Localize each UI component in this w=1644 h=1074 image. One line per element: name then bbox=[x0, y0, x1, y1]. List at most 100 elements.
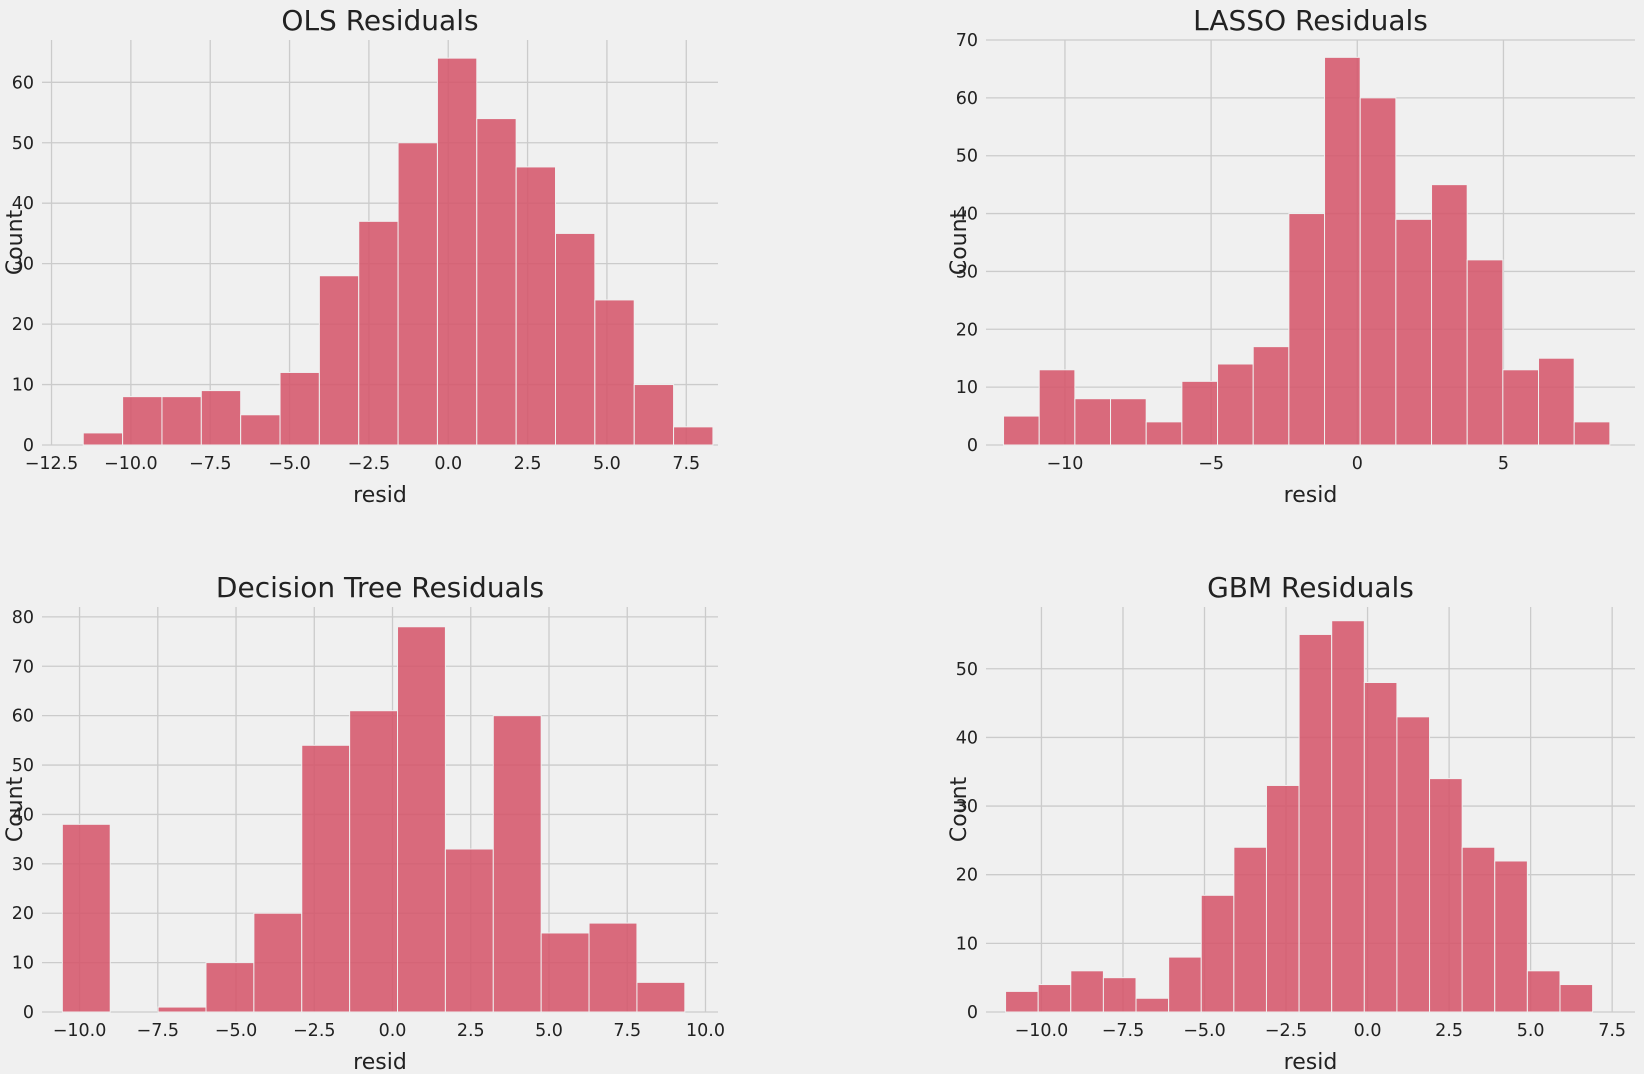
ols-bar-12 bbox=[555, 232, 596, 446]
lasso-title: LASSO Residuals bbox=[1193, 4, 1428, 37]
gbm-bar-2 bbox=[1070, 970, 1104, 1013]
gbm-xtick-label-5: 2.5 bbox=[1435, 1021, 1463, 1041]
lasso-xtick-label-1: −5 bbox=[1198, 454, 1224, 474]
ols-bars bbox=[82, 57, 714, 446]
tree-ylabel: Count bbox=[3, 776, 28, 842]
lasso-bar-16 bbox=[1573, 421, 1611, 446]
tree-ytick-label-7: 70 bbox=[12, 657, 34, 677]
gbm-xtick-label-7: 7.5 bbox=[1598, 1021, 1626, 1041]
lasso-bar-1 bbox=[1038, 369, 1076, 446]
ols-bar-14 bbox=[633, 384, 675, 446]
lasso-xtick-label-2: 0 bbox=[1352, 454, 1363, 474]
ols-ytick-label-0: 0 bbox=[23, 436, 34, 456]
ols-bar-0 bbox=[82, 432, 124, 446]
ols-bar-8 bbox=[397, 142, 438, 446]
lasso-ytick-label-2: 20 bbox=[956, 320, 978, 340]
ols-bar-11 bbox=[515, 166, 557, 446]
ols-bar-3 bbox=[200, 390, 242, 446]
tree-bar-6 bbox=[349, 710, 399, 1013]
tree-xtick-label-4: 0.0 bbox=[379, 1021, 407, 1041]
ols-xtick-label-4: −2.5 bbox=[348, 454, 391, 474]
lasso-ytick-label-0: 0 bbox=[967, 436, 978, 456]
gbm-bar-8 bbox=[1265, 784, 1300, 1013]
lasso-bar-7 bbox=[1252, 346, 1290, 446]
gbm-bar-9 bbox=[1298, 633, 1333, 1013]
gbm-ytick-label-1: 10 bbox=[956, 934, 978, 954]
lasso-ytick-label-1: 10 bbox=[956, 378, 978, 398]
tree-xtick-label-8: 10.0 bbox=[686, 1021, 725, 1041]
tree-ytick-label-5: 50 bbox=[12, 756, 34, 776]
gbm-bar-15 bbox=[1494, 860, 1528, 1013]
tree-ytick-label-8: 80 bbox=[12, 608, 34, 628]
gbm-xtick-label-6: 5.0 bbox=[1517, 1021, 1545, 1041]
ols-ytick-label-5: 50 bbox=[12, 134, 34, 154]
lasso-xtick-label-0: −10 bbox=[1046, 454, 1083, 474]
gbm-bar-10 bbox=[1331, 620, 1365, 1013]
lasso-bars bbox=[1003, 56, 1611, 446]
gbm-bar-11 bbox=[1363, 682, 1398, 1013]
gbm-bar-13 bbox=[1429, 778, 1463, 1013]
gbm-bar-0 bbox=[1005, 990, 1039, 1013]
tree-bar-0 bbox=[61, 823, 111, 1013]
tree-xtick-label-2: −5.0 bbox=[215, 1021, 258, 1041]
tree-chart: −10.0 −7.5 −5.0 −2.5 0.0 2.5 5.0 7.5 10.0 0 10 20 30… bbox=[3, 571, 725, 1074]
ols-chart: −12.5 −10.0 −7.5 −5.0 −2.5 0.0 2.5 5.0 7.5 0 10 20 3… bbox=[3, 4, 718, 508]
lasso-bar-12 bbox=[1431, 184, 1468, 446]
gbm-ytick-label-5: 50 bbox=[956, 660, 978, 680]
ols-bar-2 bbox=[161, 396, 202, 446]
ols-xtick-label-1: −10.0 bbox=[104, 454, 158, 474]
tree-title: Decision Tree Residuals bbox=[216, 571, 544, 604]
ols-xlabel: resid bbox=[353, 483, 407, 508]
gbm-ytick-label-4: 40 bbox=[956, 728, 978, 748]
gbm-bar-6 bbox=[1200, 894, 1235, 1013]
ols-bar-15 bbox=[673, 426, 714, 446]
ols-xtick-label-6: 2.5 bbox=[514, 454, 542, 474]
lasso-bar-5 bbox=[1181, 380, 1219, 446]
tree-ytick-label-6: 60 bbox=[12, 707, 34, 727]
tree-bar-3 bbox=[205, 962, 255, 1013]
ols-xtick-label-3: −5.0 bbox=[268, 454, 311, 474]
ols-xtick-label-2: −7.5 bbox=[189, 454, 232, 474]
tree-ytick-label-2: 20 bbox=[12, 904, 34, 924]
ols-bar-9 bbox=[436, 57, 478, 446]
gbm-title: GBM Residuals bbox=[1207, 571, 1414, 604]
tree-bar-2 bbox=[157, 1006, 207, 1013]
gbm-xtick-label-0: −10.0 bbox=[1015, 1021, 1069, 1041]
ols-bar-6 bbox=[318, 275, 360, 446]
lasso-ytick-label-4: 40 bbox=[956, 205, 978, 225]
gbm-xlabel: resid bbox=[1284, 1050, 1338, 1074]
ols-ytick-label-2: 20 bbox=[12, 315, 34, 335]
tree-bar-8 bbox=[444, 848, 494, 1013]
lasso-bar-14 bbox=[1502, 369, 1540, 446]
gbm-bar-12 bbox=[1396, 716, 1431, 1013]
gbm-xtick-label-1: −7.5 bbox=[1102, 1021, 1145, 1041]
lasso-bar-11 bbox=[1395, 218, 1433, 446]
tree-xtick-label-3: −2.5 bbox=[293, 1021, 336, 1041]
gbm-bar-1 bbox=[1037, 984, 1072, 1013]
tree-xtick-label-7: 7.5 bbox=[613, 1021, 641, 1041]
tree-bar-10 bbox=[540, 932, 590, 1013]
gbm-ytick-label-2: 20 bbox=[956, 866, 978, 886]
gbm-chart: −10.0 −7.5 −5.0 −2.5 0.0 2.5 5.0 7.5 0 10 20 30 40 50… bbox=[947, 571, 1635, 1074]
lasso-ylabel: Count bbox=[947, 209, 972, 275]
tree-ytick-label-1: 10 bbox=[12, 954, 34, 974]
gbm-bar-5 bbox=[1168, 956, 1202, 1013]
gbm-xtick-label-4: 0.0 bbox=[1354, 1021, 1382, 1041]
lasso-bar-6 bbox=[1217, 363, 1254, 446]
ols-bar-7 bbox=[358, 220, 399, 446]
tree-xtick-label-6: 5.0 bbox=[535, 1021, 563, 1041]
gbm-ytick-label-0: 0 bbox=[967, 1003, 978, 1023]
lasso-bar-13 bbox=[1466, 259, 1504, 446]
gbm-bar-4 bbox=[1135, 997, 1170, 1013]
ols-ytick-label-6: 60 bbox=[12, 73, 34, 93]
ols-ytick-label-3: 30 bbox=[12, 255, 34, 275]
tree-bar-5 bbox=[301, 744, 351, 1013]
gbm-ylabel: Count bbox=[947, 776, 972, 842]
lasso-bar-9 bbox=[1324, 56, 1361, 446]
tree-xtick-label-5: 2.5 bbox=[457, 1021, 485, 1041]
lasso-ytick-label-5: 50 bbox=[956, 147, 978, 167]
tree-ytick-label-0: 0 bbox=[23, 1003, 34, 1023]
lasso-bar-8 bbox=[1288, 213, 1326, 446]
tree-ytick-label-4: 40 bbox=[12, 805, 34, 825]
